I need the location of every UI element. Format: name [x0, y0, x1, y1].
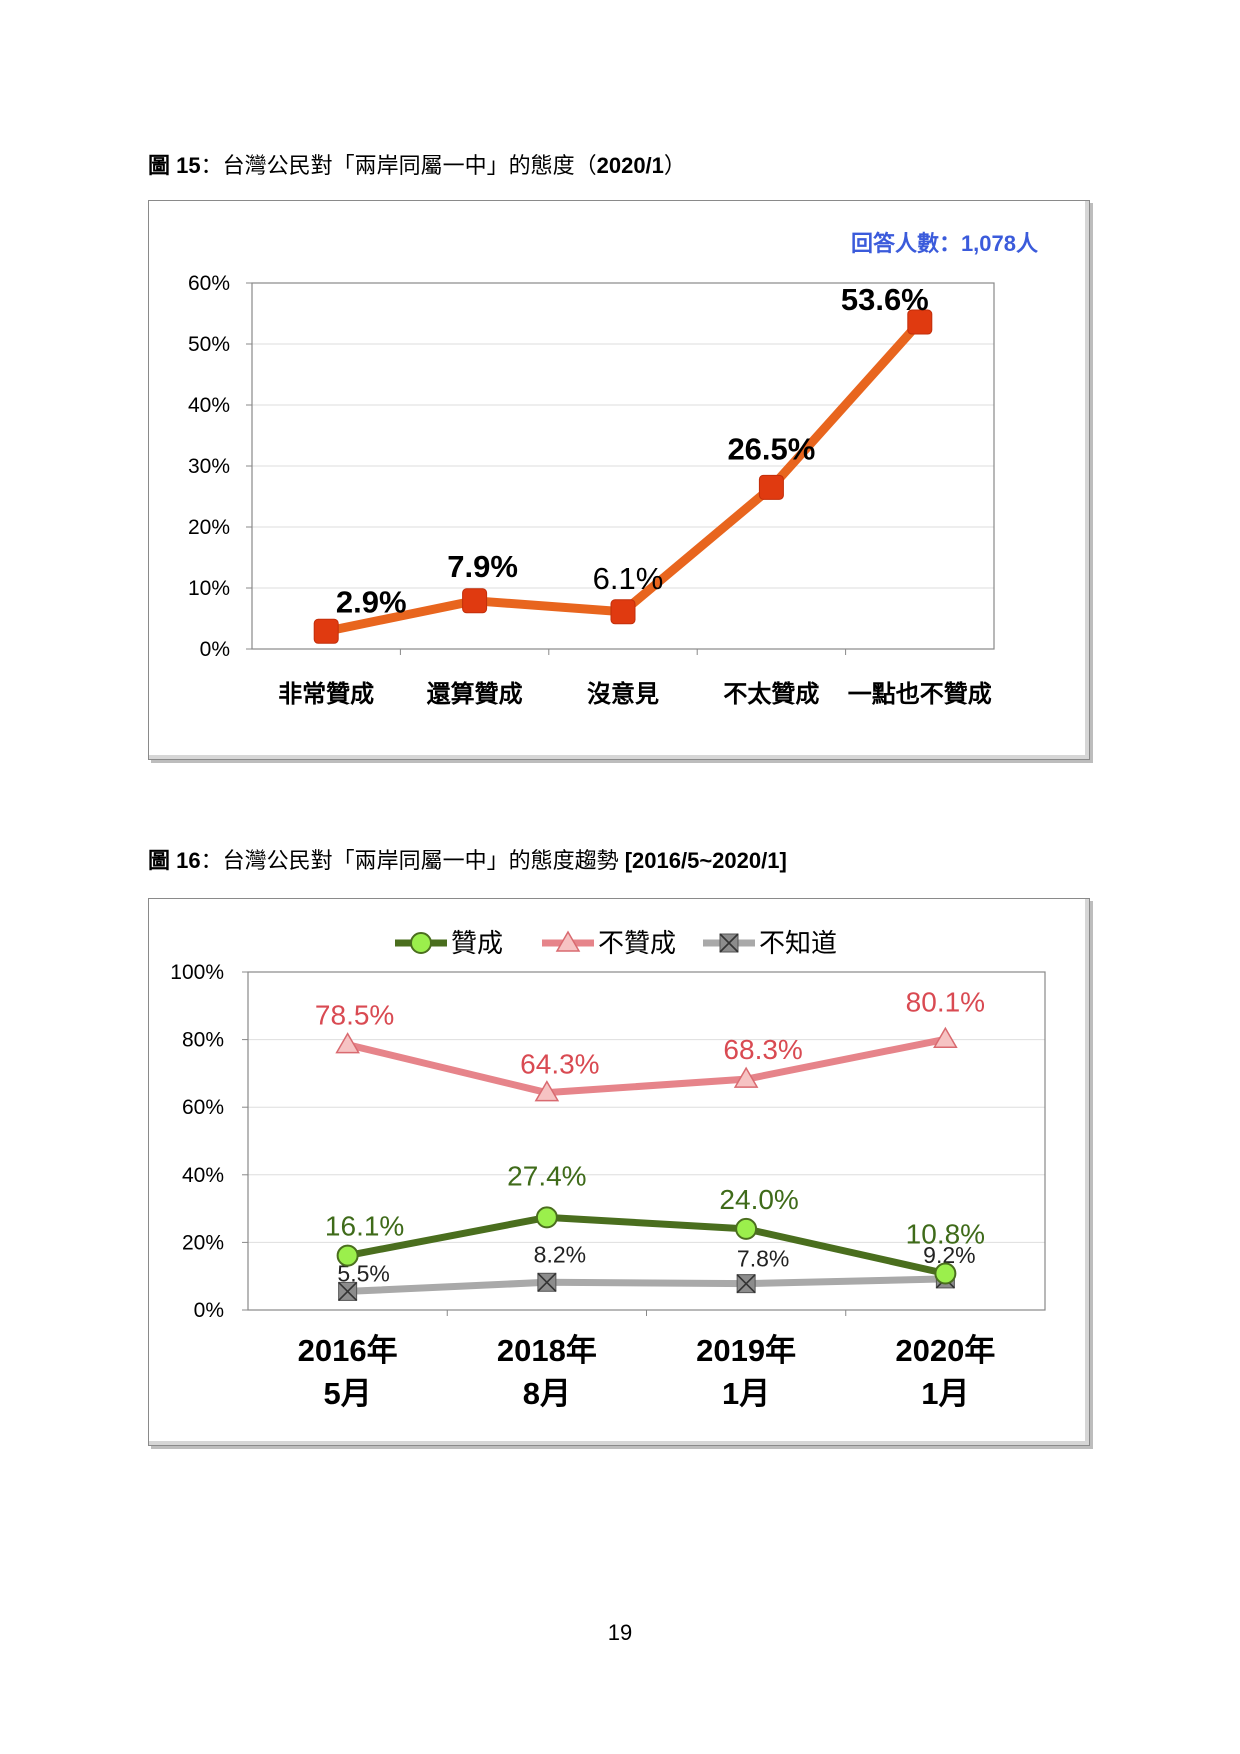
chart2-legend-marker — [555, 930, 581, 952]
chart1-category-label: 沒意見 — [587, 680, 659, 708]
chart2-data-label-1: 68.3% — [723, 1034, 802, 1065]
chart2-ytick-label: 60% — [182, 1096, 224, 1119]
chart2-point-2 — [338, 1281, 358, 1301]
chart2-legend-marker — [719, 933, 739, 953]
chart1-category-label: 非常贊成 — [278, 681, 374, 708]
figure15-number: 圖 15 — [148, 153, 201, 178]
chart2-category-month: 8月 — [523, 1376, 571, 1411]
figure15-caption: 圖 15：台灣公民對「兩岸同屬一中」的態度（2020/1） — [148, 148, 686, 180]
chart2-data-label-1: 80.1% — [906, 986, 985, 1017]
chart1-ytick-label: 60% — [188, 272, 230, 295]
chart-attitude-trend: 0% 20% 40% 60% 80% 100% 2016年 5月 2018年 8月 2019年 1月 2… — [148, 898, 1090, 1446]
chart2-ytick-label: 40% — [182, 1164, 224, 1187]
chart2-legend-label: 不贊成 — [598, 928, 676, 958]
chart-attitude-2020: 0% 10% 20% 30% 40% 50% 60% 2.9% 非常贊成 7.9% 還算贊成 6.1%… — [148, 200, 1090, 760]
chart1-ytick-label: 40% — [188, 394, 230, 417]
marker-cross — [537, 1272, 557, 1292]
chart2-point-0 — [535, 1206, 558, 1229]
chart1-data-label: 6.1% — [593, 561, 664, 596]
chart2-legend-marker — [410, 932, 432, 954]
chart1-ytick-label: 0% — [200, 638, 230, 661]
chart2-svg: 0% 20% 40% 60% 80% 100% 2016年 5月 2018年 8月 2019年 1月 2… — [170, 928, 1046, 1411]
chart1-data-label: 53.6% — [841, 282, 929, 317]
chart2-data-label-1: 64.3% — [520, 1049, 599, 1080]
chart2-data-label-0: 16.1% — [325, 1211, 404, 1242]
chart1-point — [758, 474, 784, 500]
chart2-point-2 — [736, 1274, 756, 1294]
chart2-ytick-label: 20% — [182, 1231, 224, 1254]
chart1-category-label: 還算贊成 — [427, 680, 523, 708]
figure16-caption: 圖 16：台灣公民對「兩岸同屬一中」的態度趨勢 [2016/5~2020/1] — [148, 843, 787, 875]
chart2-ytick-label: 80% — [182, 1029, 224, 1052]
chart1-category-label: 一點也不贊成 — [848, 681, 992, 708]
chart2-data-label-0: 27.4% — [507, 1160, 586, 1191]
chart2-point-1 — [733, 1066, 759, 1088]
chart2-series-line-2 — [347, 1275, 946, 1295]
page-number: 19 — [607, 1620, 633, 1645]
chart2-category-year: 2016年 — [298, 1333, 398, 1368]
chart2-data-label-0: 24.0% — [719, 1184, 798, 1215]
chart2-point-1 — [933, 1026, 958, 1049]
chart2-legend-label: 贊成 — [451, 928, 503, 958]
chart1-svg: 0% 10% 20% 30% 40% 50% 60% 2.9% 非常贊成 7.9% 還算贊成 6.1%… — [188, 231, 1038, 708]
figure15-close: ） — [663, 153, 686, 178]
chart2-data-label-2: 8.2% — [534, 1241, 586, 1267]
chart1-data-label: 26.5% — [727, 431, 815, 466]
figure16-title: ：台灣公民對「兩岸同屬一中」的態度趨勢 — [200, 848, 625, 873]
figure15-date: 2020/1 — [596, 153, 664, 178]
chart1-data-label: 2.9% — [336, 584, 407, 619]
marker-cross — [338, 1281, 358, 1301]
chart2-category-year: 2020年 — [895, 1333, 995, 1368]
chart1-data-label: 7.9% — [447, 549, 518, 584]
chart2-series-line-0 — [346, 1213, 947, 1277]
chart2-legend-label: 不知道 — [759, 928, 837, 958]
chart2-point-0 — [934, 1262, 957, 1285]
figure16-number: 圖 16 — [148, 848, 201, 873]
chart2-category-month: 1月 — [921, 1376, 969, 1411]
chart1-ytick-label: 50% — [188, 333, 230, 356]
chart2-ytick-label: 100% — [170, 961, 224, 984]
chart1-point — [462, 588, 488, 614]
chart2-point-1 — [335, 1032, 360, 1054]
figure16-range: [2016/5~2020/1] — [624, 848, 787, 873]
chart2-data-label-2: 7.8% — [737, 1246, 789, 1272]
chart2-data-label-0: 10.8% — [906, 1218, 985, 1249]
chart2-series-line-1 — [346, 1035, 947, 1097]
chart1-ytick-label: 30% — [188, 455, 230, 478]
chart2-point-1 — [534, 1080, 560, 1102]
chart1-ytick-label: 10% — [188, 577, 230, 600]
chart2-category-month: 1月 — [722, 1376, 770, 1411]
chart2-ytick-label: 0% — [194, 1299, 224, 1322]
chart1-point — [313, 618, 339, 644]
chart2-category-year: 2019年 — [696, 1333, 796, 1368]
chart1-respondents-note: 回答人數：1,078人 — [851, 231, 1038, 256]
marker-cross — [736, 1274, 756, 1294]
figure15-title: ：台灣公民對「兩岸同屬一中」的態度（ — [200, 153, 597, 178]
chart2-point-2 — [537, 1272, 557, 1292]
chart2-data-label-1: 78.5% — [315, 1000, 394, 1031]
chart2-category-year: 2018年 — [497, 1333, 597, 1368]
chart2-point-0 — [735, 1217, 758, 1240]
chart1-ytick-label: 20% — [188, 516, 230, 539]
marker-cross — [719, 933, 739, 953]
chart2-category-month: 5月 — [324, 1376, 372, 1411]
chart1-category-label: 不太贊成 — [723, 681, 819, 708]
chart1-point — [610, 599, 636, 625]
chart1-plot-border — [251, 282, 995, 650]
chart2-point-0 — [336, 1244, 359, 1267]
chart1-point — [907, 309, 933, 335]
